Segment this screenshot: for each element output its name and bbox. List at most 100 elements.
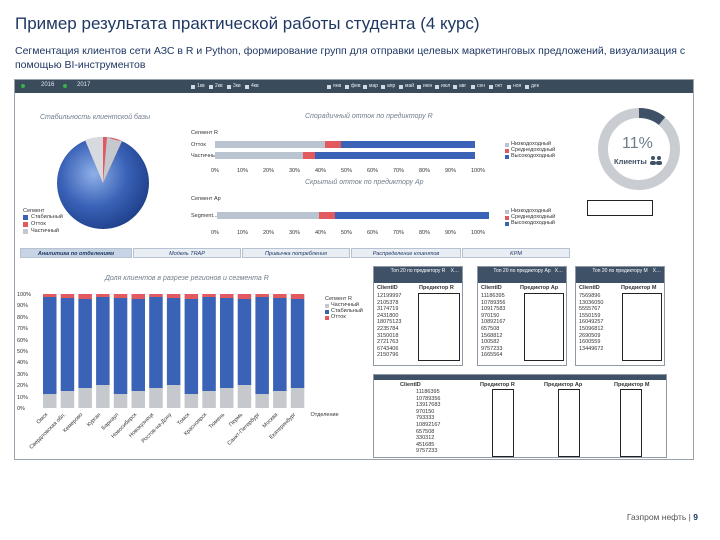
filter-bar: 2016 2017 1кв 2кв 3кв 4кв янв фев мар ап… [15,80,693,93]
hidden-legend-title: Сегмент Ар [191,196,221,202]
stacked-bar-partial-11 [237,385,252,408]
clients-icon [650,156,662,165]
churn-tick-10: 100% [471,168,486,174]
table-ap-row-3: 970150 [481,312,500,319]
month-jul[interactable]: июл [435,83,450,90]
table-m-mask [622,293,662,361]
stacked-bar-churn-12 [255,294,269,297]
table-all-row-8: 451685 [416,441,435,448]
stacked-bar-partial-2 [78,388,92,408]
year-2017[interactable]: 2017 [77,82,91,88]
table-all-row-1: 10789356 [416,395,441,402]
stacked-legend-churn-swatch [325,316,329,320]
churn-legend-low: Низкодоходный [511,141,552,147]
hidden-axis: 0% 10% 20% 30% 40% 50% 60% 70% 80% 90% 100% [211,230,501,238]
stacked-bar-churn-1 [60,294,75,298]
stacked-bar-stable-5 [131,299,145,391]
pie-slice-partial [103,137,122,183]
table-all-mask-2 [558,389,580,457]
table-ap-row-7: 100582 [481,339,500,346]
clients-gauge [598,108,680,190]
table-ap-col2: Предиктор Ар [520,285,559,291]
tab-branch-analytics[interactable]: Аналитика по отделениям [20,248,132,258]
stacked-bar-partial-6 [149,388,163,408]
hidden-churn-title: Скрытый отток по предиктору Ар [305,179,424,186]
table-m-row-1: 13036050 [579,299,604,306]
month-sep[interactable]: сен [471,83,485,90]
churn-tick-3: 30% [289,168,301,174]
table-ap-col1: ClientID [481,285,502,291]
table-r-col2: Предиктор R [419,285,454,291]
footer-company: Газпром нефть [626,512,687,522]
tab-client-distribution[interactable]: Распределение клиентов [351,248,461,258]
churn-panel-title: Спорадичный отток по предиктору R [305,113,433,120]
stacked-bar-stable-13 [273,298,287,391]
stacked-bar-partial-5 [131,391,145,408]
footer: Газпром нефть | 9 [627,512,698,522]
stacked-bar-partial-1 [60,391,75,408]
hidden-legend-high: Высокодоходный [511,220,556,226]
stacked-bar-stable-10 [220,298,234,388]
month-aug[interactable]: авг [453,83,466,90]
table-ap-close-icon[interactable]: X… [554,268,563,274]
month-dec[interactable]: дек [525,83,539,90]
gauge-label: Клиенты [614,157,647,166]
quarter-3[interactable]: 3кв [227,83,241,90]
stacked-y-axis: 100% 90% 80% 70% 60% 50% 40% 30% 20% 10% 0% [17,292,43,412]
month-nov[interactable]: ноя [507,83,521,90]
table-m-row-0: 7569896 [579,293,601,299]
stacked-legend-stable-swatch [325,310,329,314]
table-all-col1: ClientID [400,382,421,388]
hidden-tick-0: 0% [211,230,219,236]
table-ap-row-1: 10789356 [481,299,506,306]
table-r-close-icon[interactable]: X… [450,268,459,274]
month-mar[interactable]: мар [363,83,378,90]
stacked-bar-churn-6 [149,294,163,297]
quarter-4[interactable]: 4кв [245,83,259,90]
table-m-col2: Предиктор М [621,285,657,291]
month-jan[interactable]: янв [327,83,341,90]
table-ap-row-9: 1665564 [481,352,503,359]
table-m-close-icon[interactable]: X… [652,268,661,274]
quarter-2[interactable]: 2кв [209,83,223,90]
churn-legend-mid-swatch [505,149,509,153]
table-ap-row-6: 1568812 [481,332,503,339]
table-all-row-6: 657508 [416,428,435,435]
table-m-row-4: 16049257 [579,319,604,326]
tab-consumption-habit[interactable]: Привычка потребления [242,248,350,258]
month-jun[interactable]: июн [417,83,432,90]
table-all-row-2: 13917683 [416,402,441,409]
table-all-row-0: 11186395 [416,389,440,395]
tab-trap-model[interactable]: Модель TRAP [133,248,241,258]
stacked-bar-partial-4 [113,394,128,408]
month-apr[interactable]: апр [381,83,395,90]
table-r-row-9: 2150796 [377,352,399,359]
legend-stable: Стабильный [31,214,63,220]
month-oct[interactable]: окт [489,83,502,90]
table-ap-row-2: 10917583 [481,306,506,313]
month-feb[interactable]: фев [345,83,361,90]
table-all-row-9: 9757233 [416,448,438,455]
hidden-tick-6: 60% [367,230,379,236]
stacked-ytick-1: 90% [17,303,29,310]
stacked-ytick-0: 100% [17,292,32,298]
year-selected-dot-icon [63,84,67,88]
stacked-ytick-7: 30% [17,371,29,378]
churn-legend-mid: Среднедоходный [511,147,556,153]
hidden-legend-high-swatch [505,222,509,226]
slide-subtitle: Сегментация клиентов сети АЗС в R и Pyth… [15,45,686,71]
gauge-value: 11% [622,135,653,152]
table-all-row-7: 330312 [416,435,435,442]
churn-tick-4: 40% [315,168,327,174]
quarter-1[interactable]: 1кв [191,83,205,90]
year-2016[interactable]: 2016 [41,82,55,88]
table-m-row-7: 1600559 [579,339,601,346]
month-may[interactable]: май [399,83,414,90]
stacked-bar-churn-7 [166,294,181,298]
tab-kpm[interactable]: KPM [462,248,570,258]
churn-legend-high: Высокодоходный [511,153,556,159]
footer-separator: | [688,512,691,522]
page-number: 9 [693,512,698,522]
churn-tick-7: 70% [393,168,405,174]
dashboard-screenshot: 2016 2017 1кв 2кв 3кв 4кв янв фев мар ап… [14,79,694,460]
